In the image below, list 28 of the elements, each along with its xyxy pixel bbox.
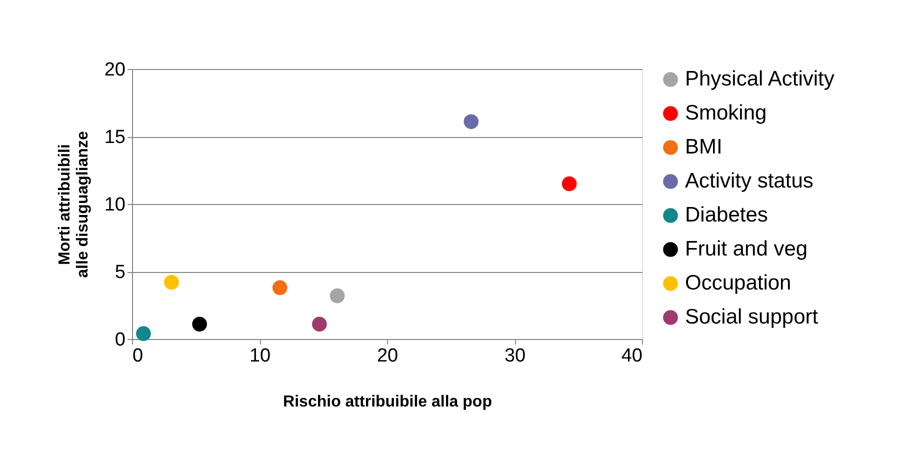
y-tick-label: 0 [114,330,126,350]
point [464,114,479,130]
legend-label: Diabetes [685,204,768,226]
legend-label: Smoking [685,102,767,124]
legend-label: Physical Activity [685,68,835,90]
legend-label: Fruit and veg [685,238,808,260]
point [330,288,345,304]
point [312,316,327,332]
point [562,176,577,192]
point [272,280,288,296]
x-axis-title: Rischio attribuibile alla pop [283,394,492,410]
point [136,326,151,341]
y-tick-label: 10 [104,194,126,216]
x-tick-label: 10 [249,346,271,366]
y-tick-label: 15 [104,127,126,148]
x-tick-label: 40 [621,346,642,366]
x-tick-label: 20 [376,346,398,366]
legend-label: Social support [685,306,818,328]
point [192,316,207,332]
x-tick-label: 30 [504,346,526,366]
legend-label: Occupation [685,272,792,294]
y-tick-label: 5 [114,262,126,283]
y-tick-label: 20 [104,60,126,80]
point [164,274,179,290]
legend-label: BMI [685,136,722,158]
legend-label: Activity status [685,170,814,192]
y-axis-title: Morti attribuibili alle disuguaglianze [56,131,92,278]
x-tick-label: 0 [132,346,144,366]
